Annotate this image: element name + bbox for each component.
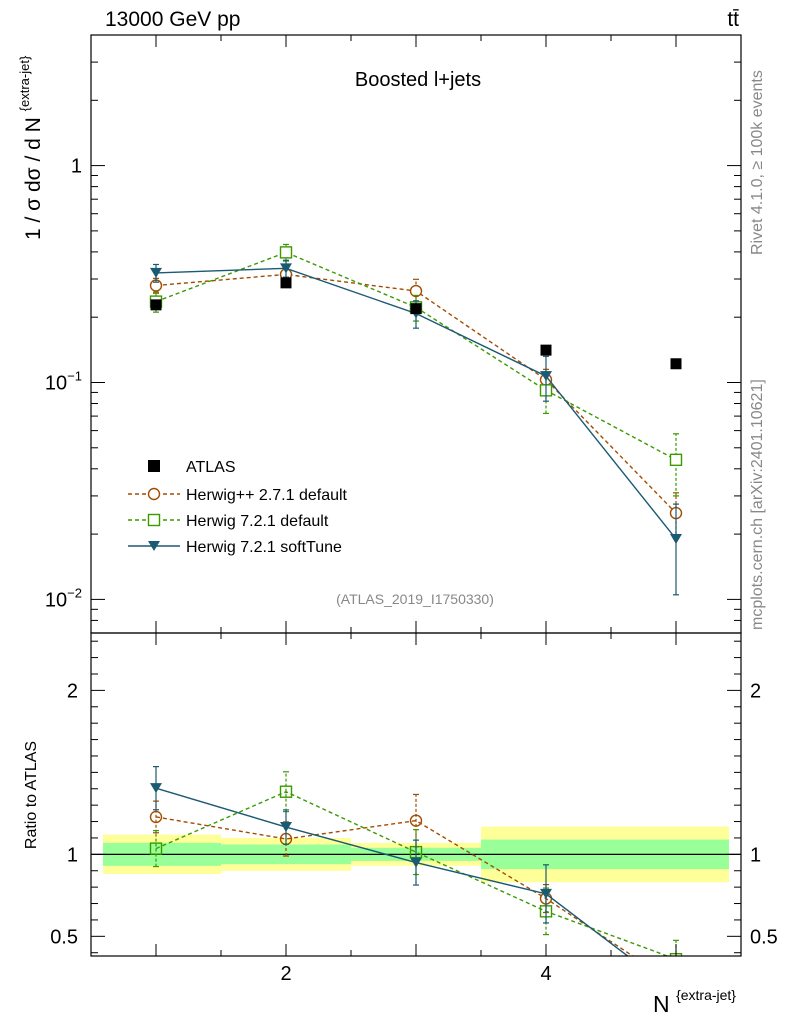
point-herwig-2-7-1-default <box>409 284 423 298</box>
ratio-point-herwig-7-2-1-default <box>279 785 293 798</box>
ratio-line-herwig-2-7-1-default <box>155 816 634 956</box>
point-herwig-7-2-1-softtune <box>670 533 682 544</box>
ratio-y-tick-label-left: 0.5 <box>50 926 78 948</box>
ratio-y-tick-label-right: 1 <box>750 844 761 866</box>
point-herwig-7-2-1-softtune <box>540 371 552 382</box>
energy-label: 13000 GeV pp <box>105 8 240 31</box>
legend-marker-herwig7-softtune <box>148 541 160 551</box>
x-axis-label: N {extra-jet} <box>653 987 736 1017</box>
ratio-y-axis-label: Ratio to ATLAS <box>23 741 40 849</box>
ratio-point-herwig-2-7-1-default <box>409 814 423 827</box>
ratio-point-herwig-7-2-1-default <box>149 842 163 855</box>
ratio-y-tick-label-left: 2 <box>67 680 78 702</box>
legend-marker-atlas <box>148 460 160 472</box>
analysis-label: (ATLAS_2019_I1750330) <box>336 591 494 607</box>
point-herwig-7-2-1-default <box>279 246 293 259</box>
data-point-atlas <box>410 303 422 315</box>
x-tick-label: 2 <box>280 963 291 985</box>
y-axis-label-main: 1 / σ dσ / d N <box>22 117 45 240</box>
main-axes: 10−210−11 <box>45 34 742 634</box>
data-point-atlas <box>540 344 552 356</box>
y-tick-label-exp: −2 <box>67 585 82 600</box>
svg-text:1 / σ dσ / d N {extra-: 1 / σ dσ / d N {extra-jet} <box>17 55 45 240</box>
point-herwig-7-2-1-default <box>669 453 683 467</box>
legend-label-herwig7-default: Herwig 7.2.1 default <box>186 513 329 530</box>
ratio-axes: 2 4 0.5 0.5 1 1 2 2 <box>50 633 778 985</box>
y-tick-label: 10−1 <box>45 368 82 394</box>
ratio-y-tick-label-right: 2 <box>750 680 761 702</box>
process-label: tt̄ <box>727 8 739 31</box>
y-axis-label-sup: {extra-jet} <box>17 55 32 111</box>
legend-label-herwigpp: Herwig++ 2.7.1 default <box>186 487 348 504</box>
ratio-y-tick-label-right: 0.5 <box>750 926 778 948</box>
ratio-panel: 2 4 0.5 0.5 1 1 2 2 Ratio to ATLAS <box>23 632 778 985</box>
source-label: mcplots.cern.ch [arXiv:2401.10621] <box>749 379 766 630</box>
ratio-point-herwig-7-2-1-softtune <box>280 822 292 833</box>
y-tick-label-base: 10 <box>45 372 67 394</box>
ratio-point-herwig-7-2-1-softtune <box>410 857 422 868</box>
point-herwig-7-2-1-softtune <box>280 263 292 274</box>
ratio-plot-area <box>91 766 741 956</box>
x-tick-label: 4 <box>540 963 551 985</box>
ratio-point-herwig-7-2-1-softtune <box>150 783 162 794</box>
x-axis-label-sup: {extra-jet} <box>676 987 736 1003</box>
chart-title: Boosted l+jets <box>355 69 481 91</box>
legend-marker-herwigpp <box>147 487 161 501</box>
y-tick-label: 1 <box>71 156 82 178</box>
x-axis-label-main: N <box>653 991 670 1017</box>
point-herwig-7-2-1-softtune <box>150 267 162 278</box>
y-tick-label-exp: −1 <box>67 368 82 383</box>
data-point-atlas <box>670 358 682 370</box>
y-axis-label: 1 / σ dσ / d N {extra-jet} <box>17 55 45 240</box>
ratio-point-herwig-2-7-1-default <box>149 810 163 824</box>
main-panel: 10−210−11 Boosted l+jets (ATLAS_2019_I17… <box>17 34 742 634</box>
data-point-atlas <box>280 277 292 289</box>
legend-label-atlas: ATLAS <box>186 459 236 476</box>
ratio-y-tick-label-left: 1 <box>67 844 78 866</box>
main-plot-area <box>149 243 683 596</box>
legend: ATLAS Herwig++ 2.7.1 default Herwig 7.2.… <box>128 459 348 556</box>
legend-label-herwig7-softtune: Herwig 7.2.1 softTune <box>186 539 342 556</box>
rivet-label: Rivet 4.1.0, ≥ 100k events <box>749 70 766 255</box>
y-tick-label-base: 10 <box>45 589 67 611</box>
ratio-line-herwig-7-2-1-default <box>155 790 670 956</box>
y-tick-label: 10−2 <box>45 585 82 611</box>
legend-marker-herwig7-default <box>147 513 161 527</box>
data-point-atlas <box>150 299 162 311</box>
ratio-point-herwig-7-2-1-softtune <box>540 888 552 899</box>
